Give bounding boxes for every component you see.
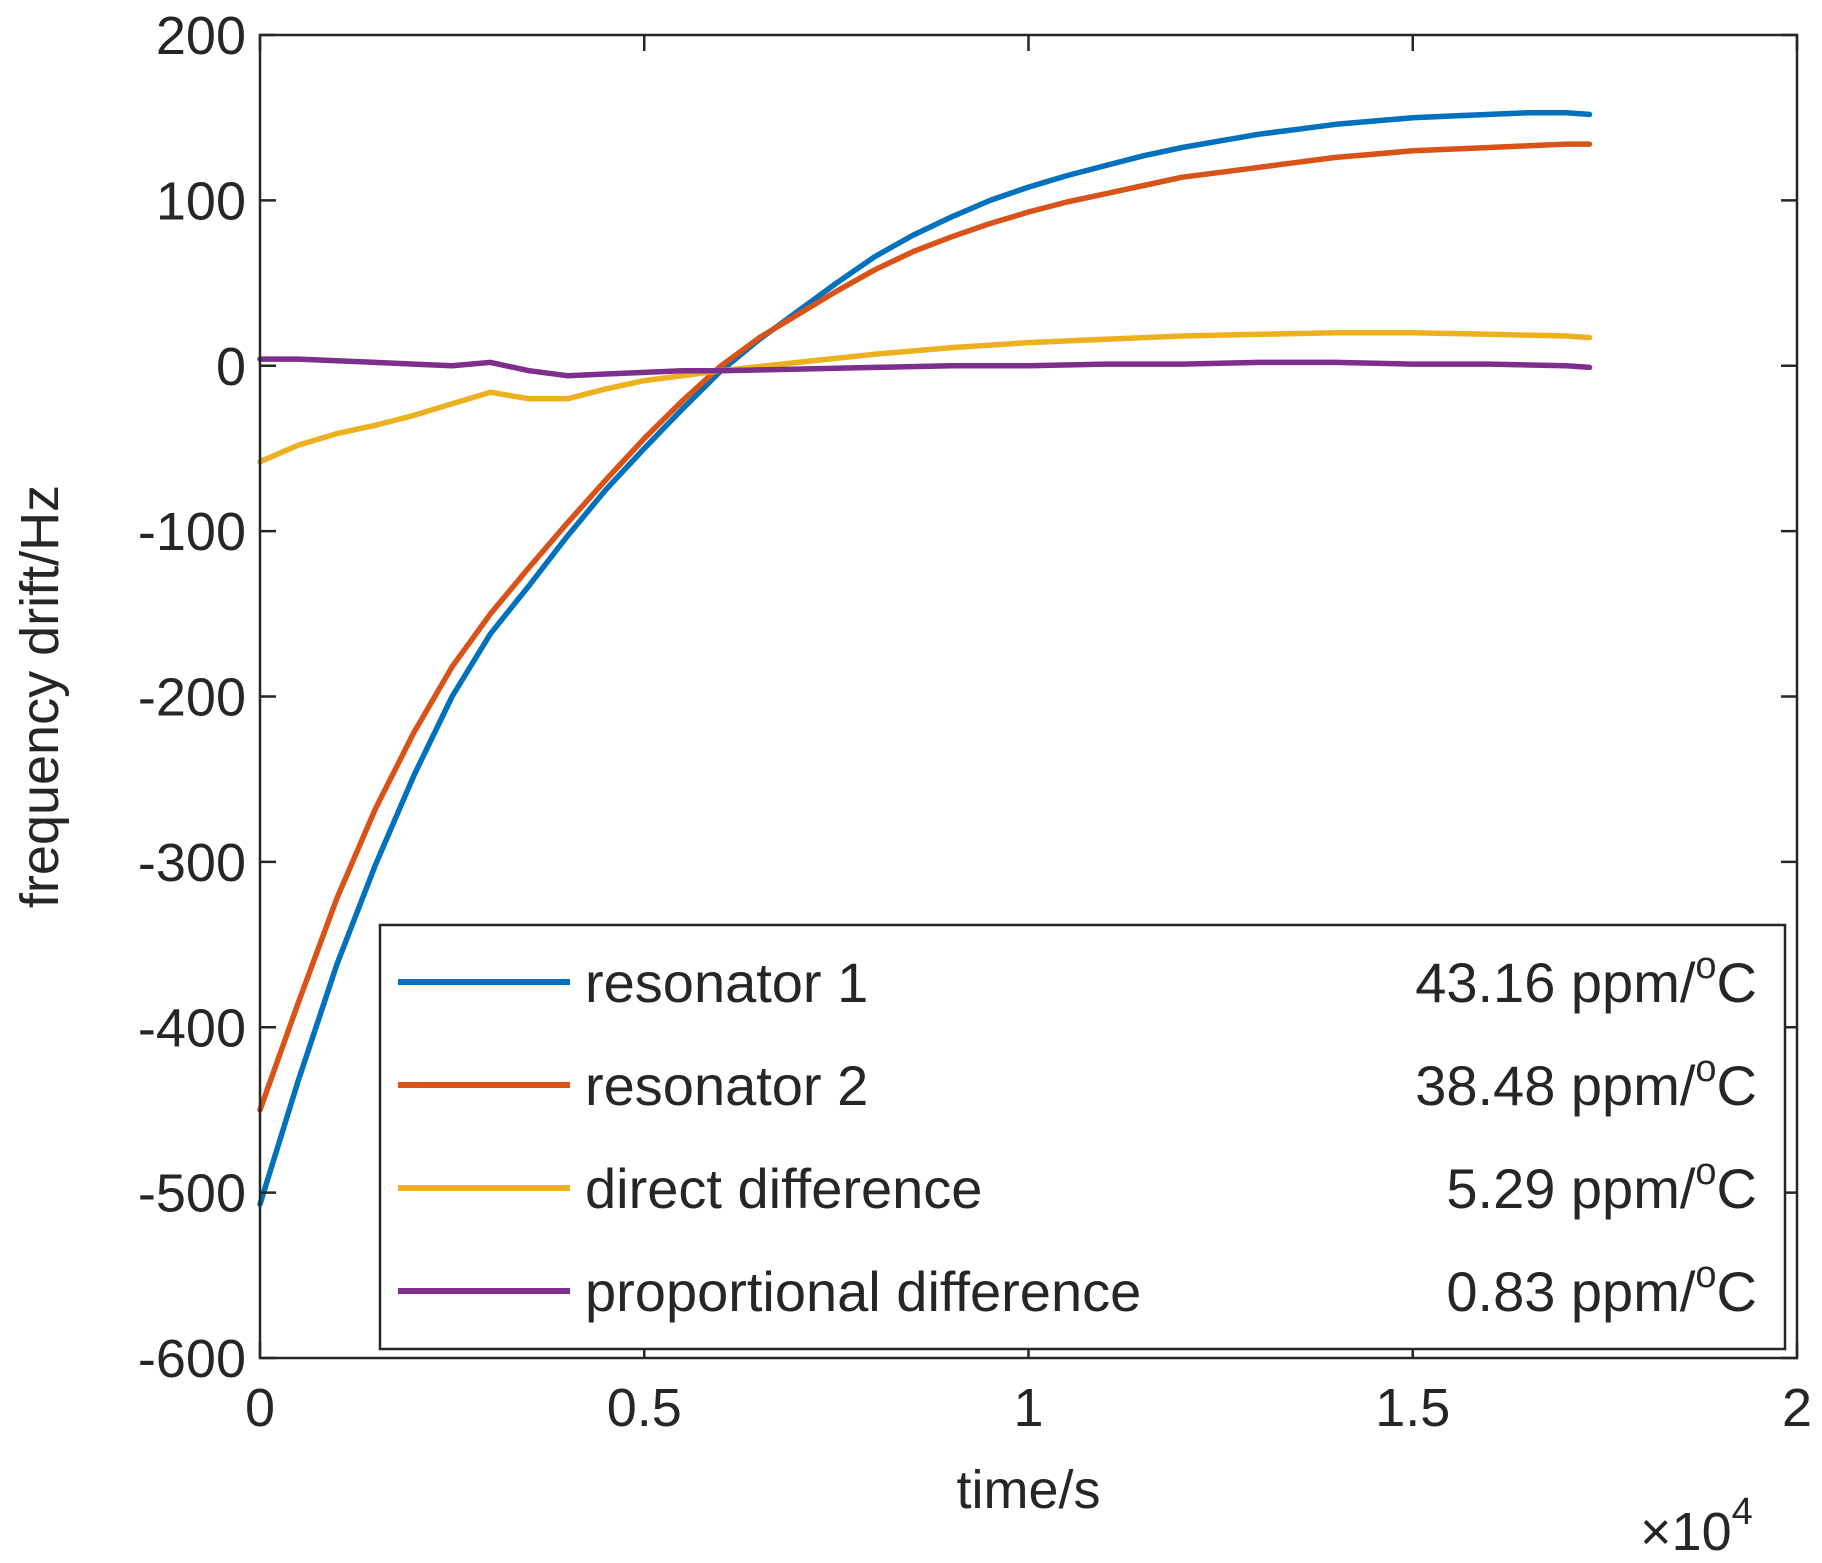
x-axis-exponent-times: × xyxy=(1640,1502,1672,1562)
legend-label-3: direct difference xyxy=(585,1157,982,1220)
y-tick-label: 200 xyxy=(156,6,246,66)
y-axis-title: frequency drift/Hz xyxy=(10,485,70,908)
x-axis-exponent-power: 4 xyxy=(1732,1491,1753,1533)
y-tick-label: -300 xyxy=(138,833,246,893)
y-tick-label: -100 xyxy=(138,502,246,562)
x-tick-label: 0 xyxy=(245,1378,275,1438)
y-tick-label: 100 xyxy=(156,171,246,231)
legend-coefficient-2: 38.48 ppm/oC xyxy=(1415,1048,1757,1117)
legend-coefficient-4: 0.83 ppm/oC xyxy=(1446,1254,1757,1323)
legend-box xyxy=(378,923,1787,1351)
legend-coefficient-1: 43.16 ppm/oC xyxy=(1415,945,1757,1014)
series-line-4 xyxy=(257,356,1593,379)
x-axis-exponent-base: 10 xyxy=(1672,1502,1732,1562)
x-tick-label: 0.5 xyxy=(607,1378,682,1438)
series-layer xyxy=(257,109,1593,1207)
y-tick-label: -500 xyxy=(138,1164,246,1224)
legend-label-4: proportional difference xyxy=(585,1260,1141,1323)
x-axis-title: time/s xyxy=(956,1460,1100,1520)
y-tick-label: -600 xyxy=(138,1329,246,1389)
x-axis-exponent: ×104 xyxy=(1640,1491,1753,1562)
y-tick-label: -400 xyxy=(138,998,246,1058)
series-line-1 xyxy=(257,109,1593,1207)
series-line-2 xyxy=(257,141,1593,1113)
y-tick-label: -200 xyxy=(138,668,246,728)
legend-label-2: resonator 2 xyxy=(585,1054,868,1117)
x-tick-label: 1 xyxy=(1013,1378,1043,1438)
legend-coefficient-3: 5.29 ppm/oC xyxy=(1446,1151,1757,1220)
legend: resonator 1 43.16 ppm/oC resonator 2 38.48 … xyxy=(378,923,1787,1351)
x-tick-label: 2 xyxy=(1782,1378,1812,1438)
x-tick-label: 1.5 xyxy=(1375,1378,1450,1438)
ticks-layer: 0 0.5 1 1.5 2 -600 -500 -400 -300 -200 -100 0 100 200 xyxy=(138,6,1812,1438)
legend-label-1: resonator 1 xyxy=(585,951,868,1014)
y-tick-label: 0 xyxy=(216,337,246,397)
